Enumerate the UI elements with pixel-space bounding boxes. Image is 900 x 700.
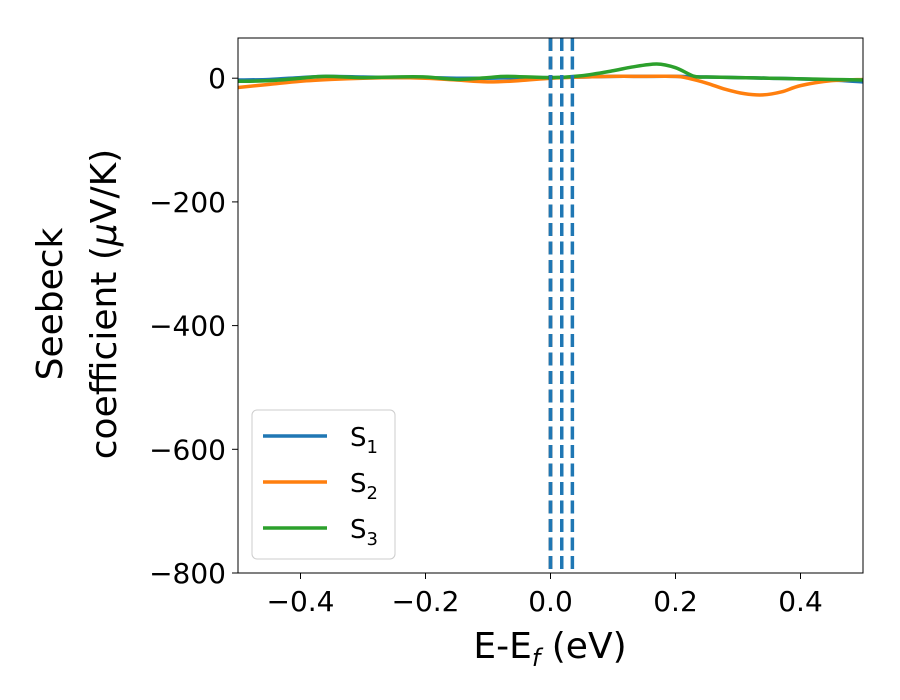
y-tick-label: −600 <box>149 433 226 466</box>
x-tick-label: −0.4 <box>267 585 335 618</box>
x-tick-label: 0.0 <box>528 585 573 618</box>
y-axis-label-line2: coefficient (μV/K) <box>84 149 125 459</box>
legend-label-s2: S2 <box>350 469 378 504</box>
legend-box <box>251 409 396 560</box>
y-tick-label: 0 <box>208 62 226 95</box>
y-tick-label: −400 <box>149 310 226 343</box>
series-line-s3 <box>238 62 863 84</box>
y-tick-label: −800 <box>149 557 226 590</box>
legend-label-s3: S3 <box>350 515 378 550</box>
y-axis-label-line1: Seebeck <box>30 227 71 380</box>
series-group <box>238 38 863 573</box>
x-tick-label: 0.2 <box>653 585 698 618</box>
legend-label-s1: S1 <box>350 423 378 458</box>
y-axis-label: Seebeck coefficient (μV/K) <box>30 149 125 459</box>
x-tick-label: −0.2 <box>392 585 460 618</box>
legend: S1 S2 S3 <box>251 409 396 560</box>
y-tick-label: −200 <box>149 186 226 219</box>
x-tick-label: 0.4 <box>778 585 823 618</box>
plot-area: −0.4 −0.2 0.0 0.2 0.4 0 −200 −400 −600 −800 S1 S2 S3 <box>149 37 864 618</box>
x-axis-label: E-Ef (eV) <box>473 626 626 672</box>
